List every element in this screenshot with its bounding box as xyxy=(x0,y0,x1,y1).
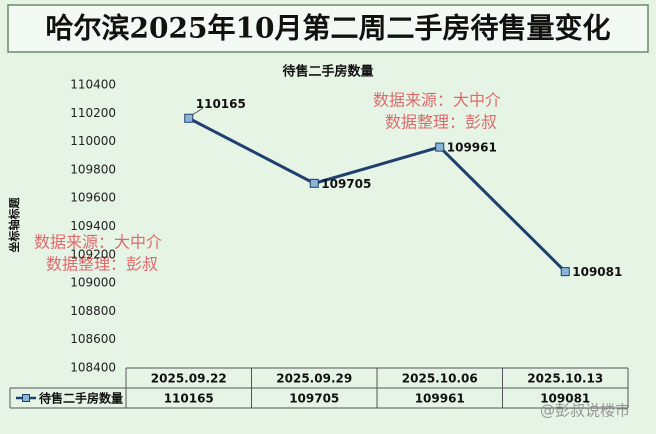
data-label: 109081 xyxy=(572,265,622,279)
legend-label: 待售二手房数量 xyxy=(39,391,123,406)
title-banner xyxy=(7,4,649,53)
data-point xyxy=(435,142,445,152)
chart-subtitle: 待售二手房数量 xyxy=(281,64,373,80)
y-tick-label: 108800 xyxy=(70,304,116,318)
chart-title: 哈尔滨2025年10月第二周二手房待售量变化 xyxy=(46,12,611,45)
y-tick-label: 108400 xyxy=(70,361,116,375)
table-value: 109961 xyxy=(415,392,465,406)
y-tick-label: 109600 xyxy=(70,191,116,205)
table-value: 109081 xyxy=(540,392,590,406)
annotation: 数据整理：彭叔 xyxy=(46,255,158,274)
data-label: 110165 xyxy=(196,97,246,111)
y-tick-label: 110200 xyxy=(70,106,116,120)
x-tick-label: 2025.10.06 xyxy=(402,372,478,386)
y-tick-label: 109200 xyxy=(70,247,116,261)
annotation: 数据来源：大中介 xyxy=(34,233,162,252)
legend-marker xyxy=(22,394,30,402)
y-tick-label: 109800 xyxy=(70,162,116,176)
data-point xyxy=(560,267,570,277)
x-tick-label: 2025.09.29 xyxy=(276,372,352,386)
x-tick-label: 2025.09.22 xyxy=(151,372,227,386)
annotation: 数据来源：大中介 xyxy=(373,91,501,110)
y-tick-label: 109400 xyxy=(70,219,116,233)
data-point xyxy=(184,113,194,123)
data-label: 109705 xyxy=(321,177,371,191)
y-tick-label: 110000 xyxy=(70,134,116,148)
series-line xyxy=(188,116,567,273)
y-axis-title: 坐标轴标题 xyxy=(7,197,21,253)
x-tick-label: 2025.10.13 xyxy=(527,372,603,386)
y-tick-label: 109000 xyxy=(70,276,116,290)
y-tick-label: 108600 xyxy=(70,332,116,346)
annotation: 数据整理：彭叔 xyxy=(385,113,497,132)
table-value: 110165 xyxy=(164,392,214,406)
watermark: @彭叔说楼市 xyxy=(540,402,630,420)
leader-line xyxy=(191,107,204,116)
y-tick-label: 110400 xyxy=(70,78,116,92)
table-value: 109705 xyxy=(289,392,339,406)
data-label: 109961 xyxy=(447,141,497,155)
data-point xyxy=(309,178,319,188)
